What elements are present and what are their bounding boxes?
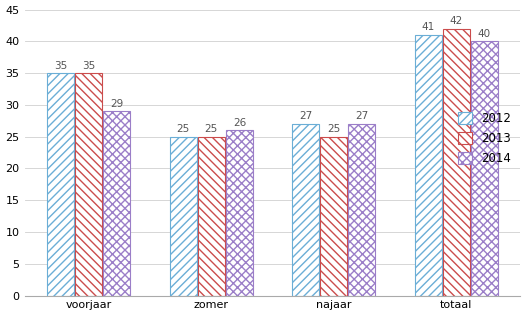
Text: 25: 25 <box>176 124 190 134</box>
Bar <box>292 124 319 295</box>
Bar <box>348 124 376 295</box>
Text: 40: 40 <box>478 29 491 39</box>
Bar <box>226 130 253 295</box>
Text: 26: 26 <box>233 118 246 128</box>
Text: 29: 29 <box>110 99 124 109</box>
Bar <box>414 35 441 295</box>
Text: 25: 25 <box>205 124 218 134</box>
Text: 35: 35 <box>54 61 67 70</box>
Bar <box>47 73 74 295</box>
Bar <box>320 137 347 295</box>
Bar <box>75 73 102 295</box>
Bar <box>104 111 130 295</box>
Text: 27: 27 <box>299 112 312 121</box>
Bar <box>443 29 470 295</box>
Text: 27: 27 <box>355 112 369 121</box>
Bar <box>169 137 197 295</box>
Text: 25: 25 <box>327 124 340 134</box>
Text: 35: 35 <box>82 61 95 70</box>
Bar <box>471 41 498 295</box>
Legend: 2012, 2013, 2014: 2012, 2013, 2014 <box>454 108 514 168</box>
Text: 42: 42 <box>450 16 463 26</box>
Bar <box>198 137 225 295</box>
Text: 41: 41 <box>421 22 434 33</box>
